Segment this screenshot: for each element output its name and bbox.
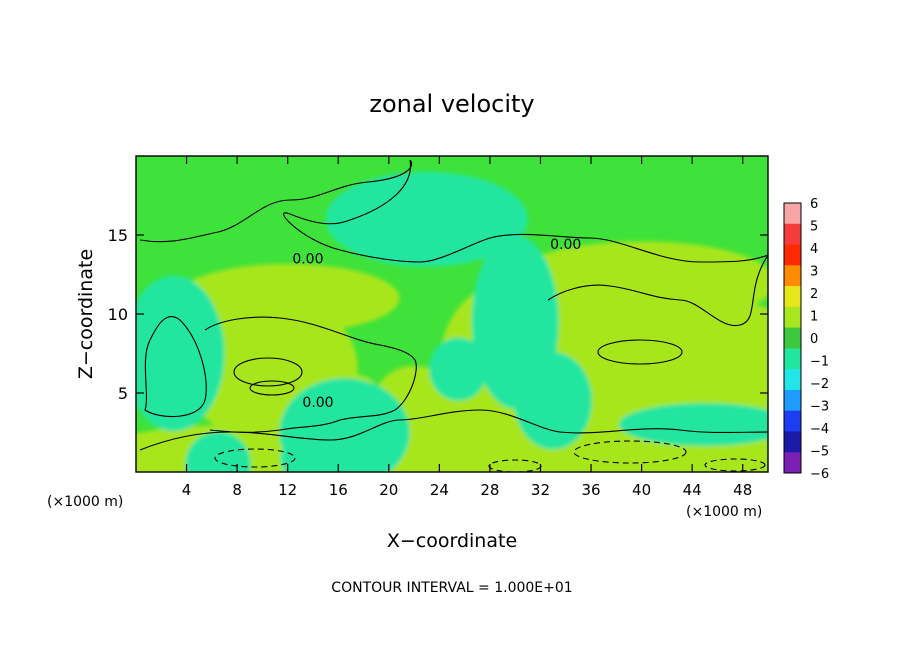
x-tick-label-40: 40 xyxy=(632,481,651,499)
chart-title: zonal velocity xyxy=(369,90,534,118)
y-tick-label-10: 10 xyxy=(108,305,128,324)
x-unit-label-right: (×1000 m) xyxy=(686,504,762,520)
inner-contour-left xyxy=(233,357,303,387)
colorbar-frame xyxy=(783,202,802,474)
x-tick-label-16: 16 xyxy=(329,481,348,499)
contour-label-1: 0.00 xyxy=(550,237,581,253)
contour-label-0: 0.00 xyxy=(292,251,323,267)
y-axis-ticks: 5 10 15 xyxy=(108,226,768,403)
colorbar-label-8: −2 xyxy=(810,377,829,392)
colorbar-swatch-11 xyxy=(784,431,801,453)
colorbar-swatch-1 xyxy=(784,223,801,246)
colorbar-swatch-0 xyxy=(784,203,801,225)
y-tick-label-15: 15 xyxy=(108,226,128,245)
field-blob-21-level-1 xyxy=(280,430,359,472)
colorbar-swatch-8 xyxy=(784,369,801,391)
velocity-field xyxy=(136,171,768,472)
plot-area: 0.000.000.00 4 8 12 16 20 24 28 32 36 40 44 48 5101… xyxy=(108,155,769,499)
inner-contour-bottom-left xyxy=(214,448,296,468)
field-blob-16-level-1 xyxy=(514,352,593,450)
contour-interval-note: CONTOUR INTERVAL = 1.000E+01 xyxy=(331,580,572,596)
x-tick-label-24: 24 xyxy=(430,481,449,499)
colorbar-swatch-2 xyxy=(784,244,801,266)
field-blob-19-level-1 xyxy=(325,171,528,267)
inner-contour-left-small xyxy=(249,380,295,396)
x-tick-label-28: 28 xyxy=(480,481,499,499)
inner-contour-right xyxy=(597,339,683,365)
x-tick-label-48: 48 xyxy=(733,481,752,499)
zero-contour-upper xyxy=(139,159,768,263)
colorbar-label-4: 2 xyxy=(810,287,818,302)
x-tick-label-32: 32 xyxy=(531,481,550,499)
x-tick-label-36: 36 xyxy=(581,481,600,499)
colorbar-label-7: −1 xyxy=(810,355,829,370)
x-tick-label-8: 8 xyxy=(232,481,242,499)
colorbar-swatch-7 xyxy=(784,348,801,370)
zero-contour-bottom xyxy=(139,409,768,451)
colorbar-swatch-4 xyxy=(784,286,801,308)
colorbar-label-0: 6 xyxy=(810,197,818,212)
y-tick-label-5: 5 xyxy=(118,384,128,403)
colorbar-swatch-3 xyxy=(784,265,801,287)
contour-lines xyxy=(139,159,768,472)
colorbar: 6 5 4 3 2 1 0 −1 −2 −3 −4 −5 −6 xyxy=(783,197,829,482)
colorbar-swatch-10 xyxy=(784,410,801,432)
x-axis-ticks: 4 8 12 16 20 24 28 32 36 40 44 48 xyxy=(182,156,752,499)
field-blob-14-level-1 xyxy=(429,337,488,401)
zero-contour-left-cell xyxy=(144,316,207,418)
x-unit-label-left: (×1000 m) xyxy=(47,494,123,510)
colorbar-label-3: 3 xyxy=(810,265,818,280)
y-axis-title: Z−coordinate xyxy=(75,249,97,379)
inner-contour-bottom-right xyxy=(573,440,687,464)
colorbar-swatch-9 xyxy=(784,389,801,412)
colorbar-swatch-5 xyxy=(784,306,801,329)
colorbar-label-12: −6 xyxy=(810,467,829,482)
x-tick-label-44: 44 xyxy=(683,481,702,499)
field-blob-15-level-1 xyxy=(136,275,225,432)
field-blob-20-level-1 xyxy=(185,431,251,472)
colorbar-label-5: 1 xyxy=(810,310,818,325)
contour-label-2: 0.00 xyxy=(302,395,333,411)
colorbar-label-2: 4 xyxy=(810,242,818,257)
colorbar-label-1: 5 xyxy=(810,220,818,235)
colorbar-swatch-12 xyxy=(784,452,801,474)
x-tick-label-20: 20 xyxy=(379,481,398,499)
colorbar-label-10: −4 xyxy=(810,422,829,437)
x-tick-label-4: 4 xyxy=(182,481,192,499)
x-axis-title: X−coordinate xyxy=(387,530,517,552)
inner-contour-bottom-far-right xyxy=(704,458,766,472)
colorbar-label-11: −5 xyxy=(810,445,829,460)
field-blob-10-level-1 xyxy=(175,263,400,333)
contour-labels: 0.00 0.00 0.00 xyxy=(292,237,581,411)
x-tick-label-12: 12 xyxy=(278,481,297,499)
colorbar-label-9: −3 xyxy=(810,400,829,415)
colorbar-swatch-6 xyxy=(784,327,801,349)
colorbar-label-6: 0 xyxy=(810,332,818,347)
zero-contour-mid xyxy=(204,316,417,433)
zero-contour-right xyxy=(547,254,768,327)
field-blob-18-level-1 xyxy=(618,403,768,447)
